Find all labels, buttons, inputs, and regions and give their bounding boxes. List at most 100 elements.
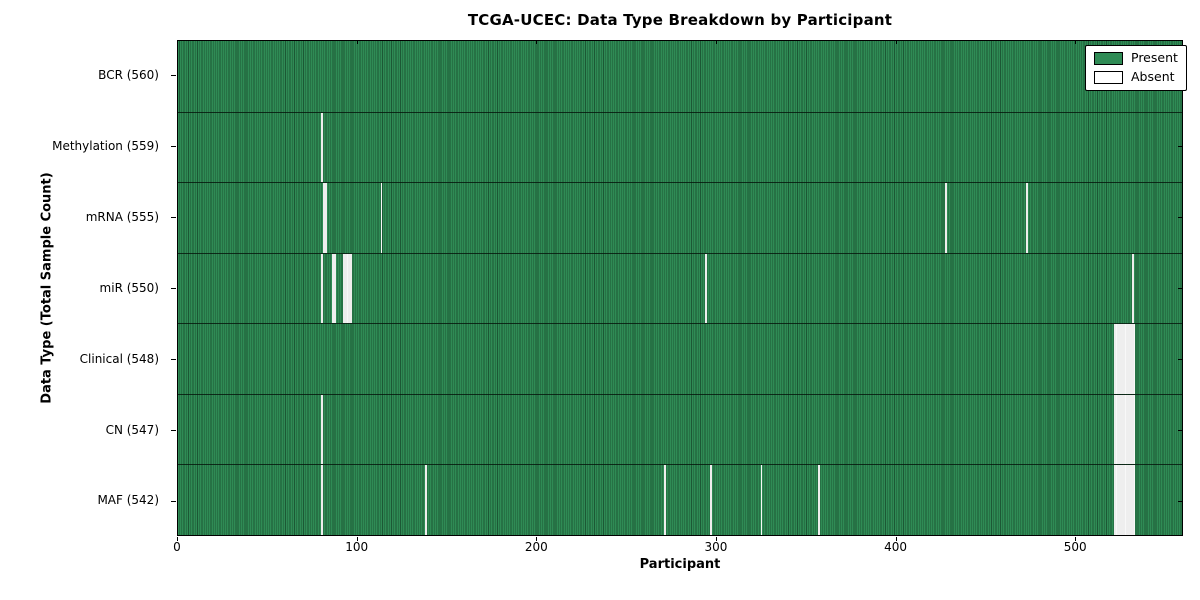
absent-column: [1117, 465, 1120, 535]
x-tick-labels: 0 100 200 300 400 500: [173, 540, 1183, 556]
x-tick-label: 500: [1063, 540, 1087, 554]
x-axis-label: Participant: [639, 557, 721, 572]
absent-column: [1124, 324, 1127, 394]
y-tick-mark: [171, 500, 176, 502]
absent-column: [1126, 324, 1129, 394]
absent-column: [348, 253, 351, 324]
legend: Present Absent: [1085, 45, 1187, 91]
legend-swatch-present: [1094, 52, 1123, 65]
absent-column: [332, 253, 334, 324]
row-label: Methylation (559): [52, 139, 159, 154]
legend-items: Present Absent: [1094, 52, 1178, 84]
absent-column: [1124, 465, 1127, 535]
absent-column: [1113, 324, 1116, 394]
heatmap-row: [178, 393, 1182, 465]
absent-column: [1128, 324, 1130, 394]
x-tick-label: 0: [173, 540, 181, 554]
heatmap-row: [178, 182, 1182, 253]
absent-column: [1119, 394, 1122, 465]
x-tick-label: 300: [704, 540, 728, 554]
absent-column: [350, 253, 352, 324]
absent-column: [1117, 324, 1120, 394]
heatmap-row: [178, 252, 1182, 324]
absent-column: [1119, 465, 1122, 535]
absent-column: [1115, 465, 1118, 535]
absent-column: [760, 465, 763, 535]
absent-column: [1131, 394, 1134, 465]
y-tick-mark: [171, 288, 176, 289]
absent-column: [1026, 183, 1028, 253]
legend-item: Absent: [1094, 71, 1178, 84]
absent-column: [1128, 394, 1130, 465]
absent-column: [1126, 394, 1129, 465]
row-label: mRNA (555): [85, 210, 159, 225]
chart-title: TCGA-UCEC: Data Type Breakdown by Partic…: [467, 11, 893, 29]
absent-column: [710, 465, 713, 535]
x-tick-label: 400: [884, 540, 908, 554]
absent-column: [321, 253, 324, 324]
absent-column: [945, 183, 948, 253]
absent-column: [321, 465, 324, 535]
row-label: CN (547): [105, 422, 159, 437]
absent-column: [1113, 465, 1116, 535]
absent-column: [1131, 324, 1134, 394]
row-labels: BCR (560) Methylation (559) mRNA (555) miR …: [0, 40, 168, 536]
plot-area: [177, 40, 1183, 536]
absent-column: [1130, 394, 1132, 465]
absent-column: [1130, 324, 1132, 394]
legend-label: Absent: [1131, 69, 1175, 85]
absent-column: [1124, 394, 1127, 465]
absent-column: [321, 112, 324, 183]
y-tick-mark: [171, 217, 176, 219]
absent-column: [1131, 253, 1134, 324]
legend-swatch-absent: [1094, 71, 1123, 84]
absent-column: [1131, 465, 1134, 535]
absent-column: [1121, 394, 1123, 465]
absent-column: [321, 394, 324, 465]
absent-column: [1128, 465, 1130, 535]
y-tick-mark: [171, 358, 176, 360]
absent-column: [1115, 324, 1118, 394]
heatmap-row: [178, 464, 1182, 535]
absent-column: [1133, 394, 1136, 465]
absent-column: [325, 183, 327, 253]
absent-column: [705, 253, 707, 324]
absent-column: [1113, 394, 1116, 465]
absent-column: [344, 253, 347, 324]
row-label: BCR (560): [98, 68, 159, 83]
absent-column: [323, 183, 325, 253]
row-label: miR (550): [99, 280, 159, 295]
absent-column: [1122, 465, 1125, 535]
legend-label: Present: [1131, 50, 1178, 66]
absent-column: [1122, 394, 1125, 465]
absent-column: [1121, 465, 1123, 535]
absent-column: [1115, 394, 1118, 465]
y-tick-mark: [171, 75, 176, 77]
absent-column: [1122, 324, 1125, 394]
x-tick-label: 200: [524, 540, 548, 554]
absent-column: [1133, 465, 1136, 535]
absent-column: [1130, 465, 1132, 535]
heatmap-row: [178, 41, 1182, 112]
heatmap-row: [178, 323, 1182, 394]
y-tick-mark: [171, 146, 176, 148]
row-label: Clinical (548): [79, 351, 159, 366]
absent-column: [1117, 394, 1120, 465]
absent-column: [1121, 324, 1123, 394]
absent-column: [663, 465, 666, 535]
absent-column: [380, 183, 383, 253]
absent-column: [1119, 324, 1122, 394]
absent-column: [1133, 324, 1136, 394]
absent-column: [818, 465, 820, 535]
absent-column: [333, 253, 336, 324]
absent-column: [346, 253, 349, 324]
absent-column: [1126, 465, 1129, 535]
row-label: MAF (542): [97, 493, 159, 508]
y-tick-mark: [171, 429, 176, 431]
x-tick-label: 100: [345, 540, 369, 554]
legend-item: Present: [1094, 52, 1178, 65]
absent-column: [342, 253, 345, 324]
heatmap-rows: [178, 41, 1182, 535]
heatmap-row: [178, 111, 1182, 183]
